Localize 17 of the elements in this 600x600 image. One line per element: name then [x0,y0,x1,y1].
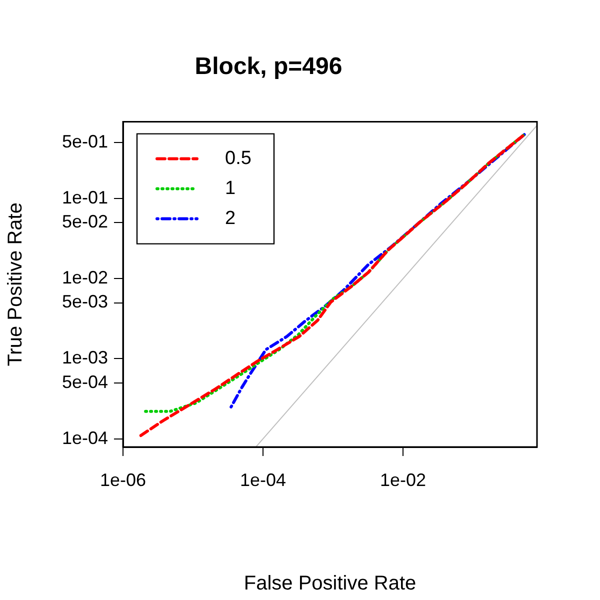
y-axis-title: True Positive Rate [4,202,27,366]
y-tick-label: 1e-01 [62,188,108,208]
y-tick-label: 1e-02 [62,268,108,288]
y-tick-label: 5e-02 [62,212,108,232]
x-tick-label: 1e-06 [100,470,146,490]
x-tick-label: 1e-02 [380,470,426,490]
y-tick-label: 5e-01 [62,132,108,152]
legend-label: 2 [225,208,236,230]
y-tick-label: 5e-03 [62,292,108,312]
y-tick-label: 5e-04 [62,372,108,392]
legend-label: 0.5 [225,148,252,170]
x-axis-title: False Positive Rate [244,572,416,595]
y-tick-label: 1e-04 [62,428,108,448]
x-tick-label: 1e-04 [240,470,286,490]
chart-title: Block, p=496 [194,53,342,80]
legend-label: 1 [225,178,236,200]
y-tick-label: 1e-03 [62,348,108,368]
